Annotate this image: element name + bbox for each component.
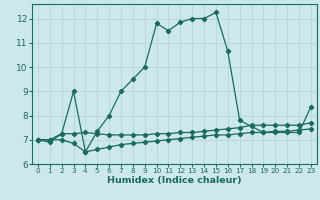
- X-axis label: Humidex (Indice chaleur): Humidex (Indice chaleur): [107, 176, 242, 185]
